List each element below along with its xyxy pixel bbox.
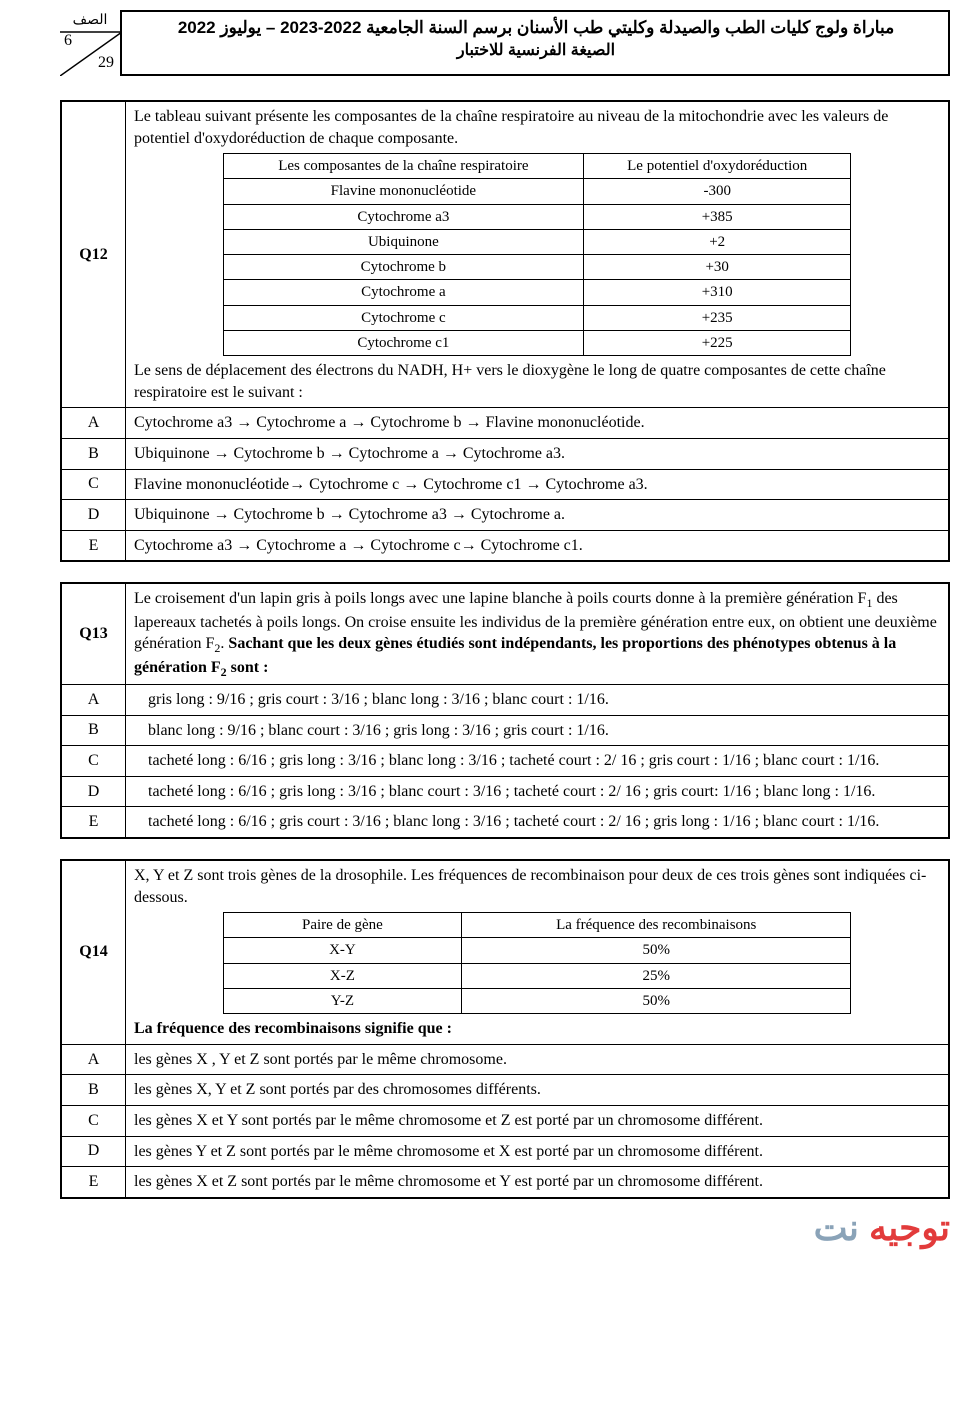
page-number-corner: الصف 6 29 bbox=[60, 10, 122, 76]
q13-id: Q13 bbox=[62, 584, 126, 684]
q13-block: Q13 Le croisement d'un lapin gris à poil… bbox=[60, 582, 950, 839]
q12-optA-id: A bbox=[62, 408, 126, 438]
q12-r5c0: Cytochrome c bbox=[223, 305, 583, 330]
q14-optB: les gènes X, Y et Z sont portés par des … bbox=[126, 1075, 948, 1105]
q14-intro: X, Y et Z sont trois gènes de la drosoph… bbox=[134, 865, 940, 908]
q14-r1c1: 25% bbox=[462, 963, 851, 988]
q13-optA-id: A bbox=[62, 685, 126, 715]
q12-optC: Flavine mononucléotide→ Cytochrome c → C… bbox=[126, 470, 948, 500]
q13-optD-id: D bbox=[62, 777, 126, 807]
q12-th2: Le potentiel d'oxydoréduction bbox=[584, 154, 851, 179]
q14-optE-id: E bbox=[62, 1167, 126, 1197]
q12-r3c1: +30 bbox=[584, 255, 851, 280]
q12-r4c0: Cytochrome a bbox=[223, 280, 583, 305]
q12-r2c1: +2 bbox=[584, 229, 851, 254]
q12-r6c0: Cytochrome c1 bbox=[223, 330, 583, 355]
q12-r4c1: +310 bbox=[584, 280, 851, 305]
header-line2: الصيغة الفرنسية للاختبار bbox=[132, 40, 940, 60]
q14-optD: les gènes Y et Z sont portés par le même… bbox=[126, 1137, 948, 1167]
q12-body: Le tableau suivant présente les composan… bbox=[126, 102, 948, 407]
q13-intro: Le croisement d'un lapin gris à poils lo… bbox=[126, 584, 948, 684]
page-current: 6 bbox=[64, 32, 72, 50]
q14-r2c1: 50% bbox=[462, 988, 851, 1013]
q12-optB: Ubiquinone → Cytochrome b → Cytochrome a… bbox=[126, 439, 948, 469]
q14-optC: les gènes X et Y sont portés par le même… bbox=[126, 1106, 948, 1136]
q14-id: Q14 bbox=[62, 861, 126, 1044]
q12-optC-id: C bbox=[62, 470, 126, 500]
q12-r0c0: Flavine mononucléotide bbox=[223, 179, 583, 204]
q14-r2c0: Y-Z bbox=[223, 988, 462, 1013]
q14-th1: Paire de gène bbox=[223, 913, 462, 938]
q12-r5c1: +235 bbox=[584, 305, 851, 330]
q14-r0c0: X-Y bbox=[223, 938, 462, 963]
q14-optE: les gènes X et Z sont portés par le même… bbox=[126, 1167, 948, 1197]
q12-optA: Cytochrome a3 → Cytochrome a → Cytochrom… bbox=[126, 408, 948, 438]
q14-r0c1: 50% bbox=[462, 938, 851, 963]
q12-r1c0: Cytochrome a3 bbox=[223, 204, 583, 229]
q14-block: Q14 X, Y et Z sont trois gènes de la dro… bbox=[60, 859, 950, 1199]
q14-optD-id: D bbox=[62, 1137, 126, 1167]
q13-optE-id: E bbox=[62, 807, 126, 837]
q12-r6c1: +225 bbox=[584, 330, 851, 355]
q12-r3c0: Cytochrome b bbox=[223, 255, 583, 280]
q12-optD-id: D bbox=[62, 500, 126, 530]
q13-optC-id: C bbox=[62, 746, 126, 776]
q13-optD: tacheté long : 6/16 ; gris long : 3/16 ;… bbox=[126, 777, 948, 807]
q14-optA: les gènes X , Y et Z sont portés par le … bbox=[126, 1045, 948, 1075]
q13-optB: blanc long : 9/16 ; blanc court : 3/16 ;… bbox=[126, 716, 948, 746]
q12-intro: Le tableau suivant présente les composan… bbox=[134, 106, 940, 149]
q14-optC-id: C bbox=[62, 1106, 126, 1136]
q12-optE-id: E bbox=[62, 531, 126, 561]
q14-th2: La fréquence des recombinaisons bbox=[462, 913, 851, 938]
page: الصف 6 29 مباراة ولوج كليات الطب والصيدل… bbox=[0, 0, 980, 1259]
q12-table: Les composantes de la chaîne respiratoir… bbox=[223, 153, 852, 356]
q12-block: Q12 Le tableau suivant présente les comp… bbox=[60, 100, 950, 562]
q12-post: Le sens de déplacement des électrons du … bbox=[134, 360, 940, 403]
q14-optA-id: A bbox=[62, 1045, 126, 1075]
header-line1: مباراة ولوج كليات الطب والصيدلة وكليتي ط… bbox=[132, 18, 940, 38]
q13-optC: tacheté long : 6/16 ; gris long : 3/16 ;… bbox=[126, 746, 948, 776]
q14-r1c0: X-Z bbox=[223, 963, 462, 988]
q12-id: Q12 bbox=[62, 102, 126, 407]
watermark-part2: نت bbox=[814, 1207, 869, 1248]
q14-table: Paire de gène La fréquence des recombina… bbox=[223, 912, 852, 1014]
q12-optD: Ubiquinone → Cytochrome b → Cytochrome a… bbox=[126, 500, 948, 530]
q12-th1: Les composantes de la chaîne respiratoir… bbox=[223, 154, 583, 179]
q13-optB-id: B bbox=[62, 716, 126, 746]
q14-optB-id: B bbox=[62, 1075, 126, 1105]
q13-optA: gris long : 9/16 ; gris court : 3/16 ; b… bbox=[126, 685, 948, 715]
watermark: توجيه نت bbox=[814, 1207, 950, 1249]
q12-r1c1: +385 bbox=[584, 204, 851, 229]
q12-r2c0: Ubiquinone bbox=[223, 229, 583, 254]
q14-post: La fréquence des recombinaisons signifie… bbox=[134, 1018, 940, 1040]
page-total: 29 bbox=[98, 54, 114, 72]
watermark-part1: توجيه bbox=[869, 1207, 950, 1248]
q12-optE: Cytochrome a3 → Cytochrome a → Cytochrom… bbox=[126, 531, 948, 561]
header: الصف 6 29 مباراة ولوج كليات الطب والصيدل… bbox=[60, 10, 950, 76]
header-titles: مباراة ولوج كليات الطب والصيدلة وكليتي ط… bbox=[132, 18, 940, 60]
q12-optB-id: B bbox=[62, 439, 126, 469]
q13-optE: tacheté long : 6/16 ; gris court : 3/16 … bbox=[126, 807, 948, 837]
q12-r0c1: -300 bbox=[584, 179, 851, 204]
q14-body: X, Y et Z sont trois gènes de la drosoph… bbox=[126, 861, 948, 1044]
